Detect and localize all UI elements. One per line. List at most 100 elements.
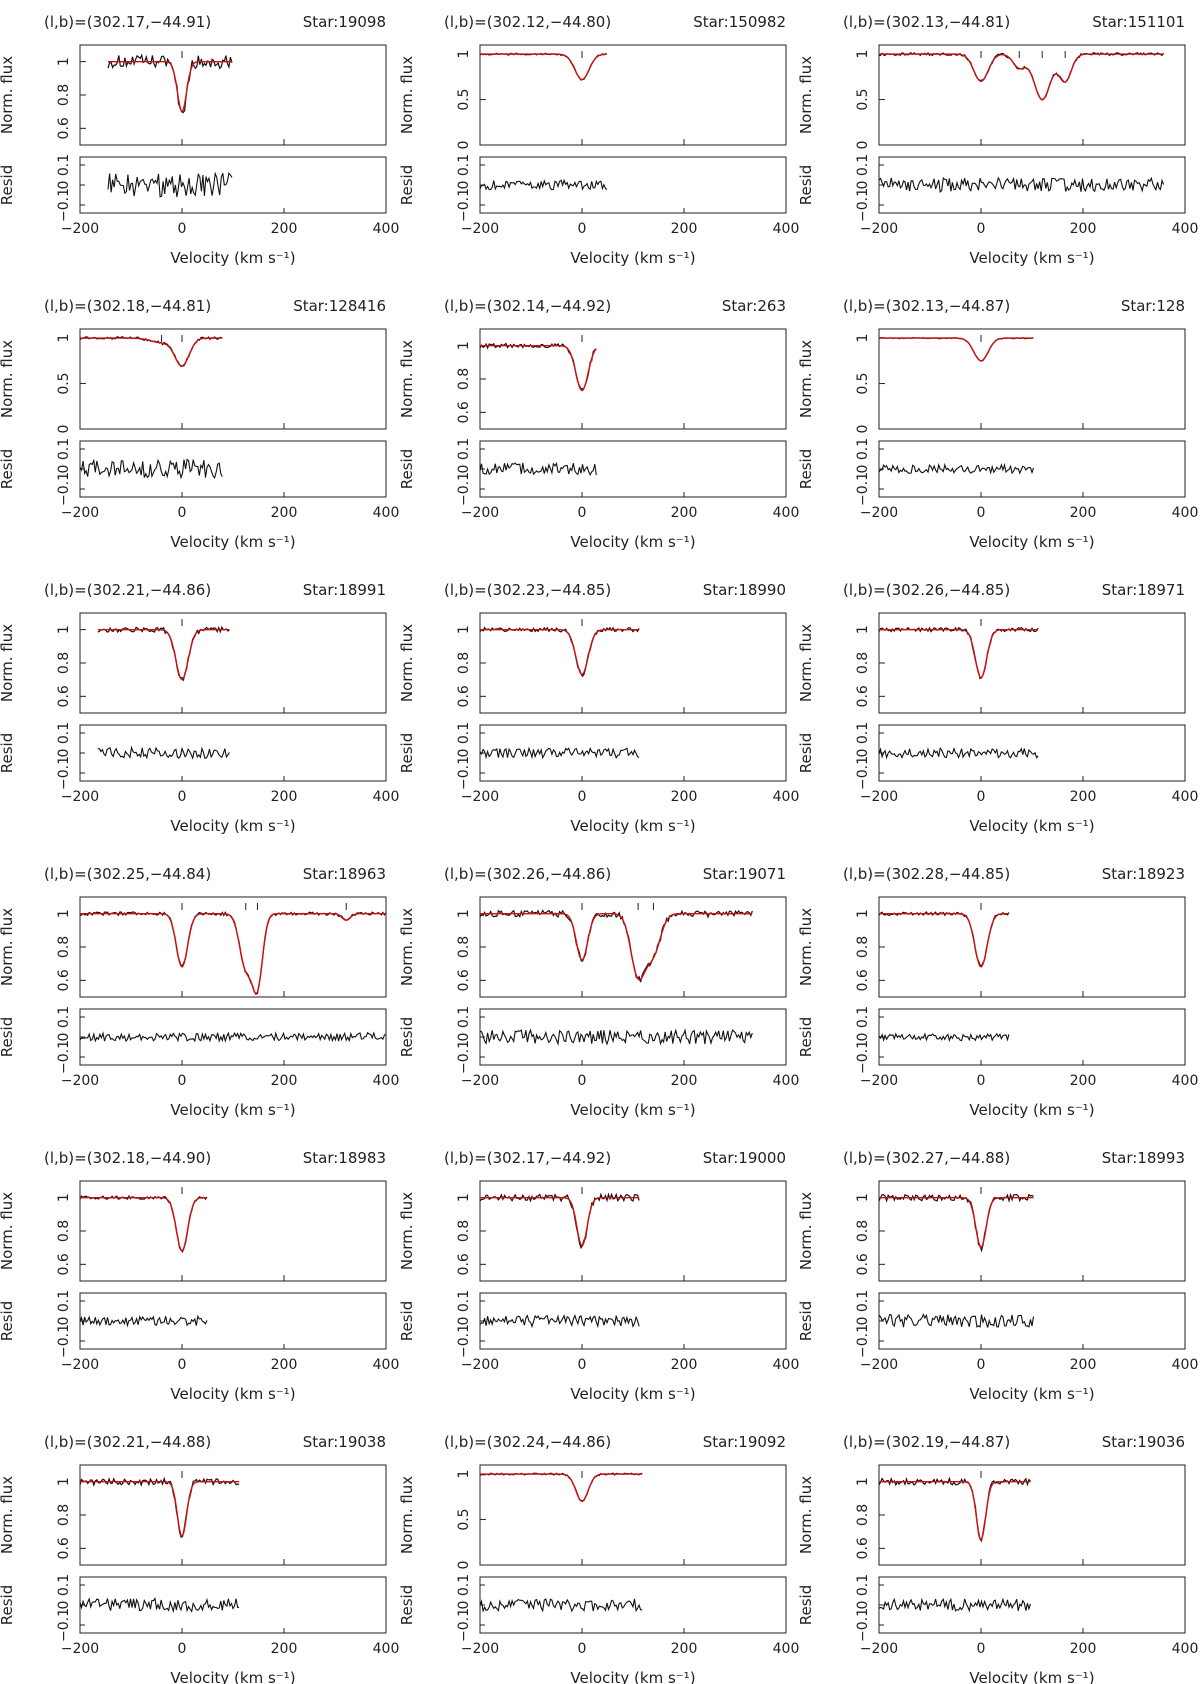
resid-tick-label: −0.1 (855, 1608, 871, 1642)
resid-tick-label: 0 (855, 465, 871, 474)
resid-axes-frame (79, 156, 387, 214)
x-tick-label: 200 (271, 1357, 298, 1373)
resid-tick-label: 0 (456, 749, 472, 758)
x-tick-label: 0 (178, 789, 187, 805)
resid-tick-label: 0.1 (456, 438, 472, 460)
x-tick-label: 0 (977, 789, 986, 805)
flux-tick-label: 0.8 (855, 936, 871, 958)
model-fit (480, 913, 753, 981)
x-axis-label: Velocity (km s⁻¹) (969, 1101, 1094, 1119)
resid-axis-label: Resid (0, 1585, 16, 1625)
flux-tick-label: 0.5 (456, 1508, 472, 1530)
x-tick-label: 0 (178, 1641, 187, 1657)
panel-coordinates: (l,b)=(302.19,−44.87) (843, 1433, 1010, 1451)
residual-curve (479, 1598, 643, 1613)
resid-tick-label: −0.1 (56, 1608, 72, 1642)
flux-tick-label: 0.8 (56, 936, 72, 958)
residual-curve (79, 458, 223, 480)
flux-tick-label: 0.8 (56, 652, 72, 674)
x-tick-label: 400 (1172, 505, 1199, 521)
observed-spectrum (878, 1476, 1031, 1543)
residual-curve (878, 1313, 1035, 1328)
x-tick-label: 400 (1172, 789, 1199, 805)
resid-tick-label: −0.1 (56, 472, 72, 506)
panel-star-id: Star:19000 (703, 1149, 786, 1167)
resid-tick-label: −0.1 (855, 756, 871, 790)
x-tick-label: 0 (178, 505, 187, 521)
x-tick-label: 200 (671, 1641, 698, 1657)
flux-axis-label: Norm. flux (797, 1192, 815, 1270)
resid-tick-label: −0.1 (56, 188, 72, 222)
resid-tick-label: 0.1 (456, 154, 472, 176)
resid-tick-label: −0.1 (855, 472, 871, 506)
x-tick-label: 0 (977, 505, 986, 521)
flux-axes-frame (479, 1180, 787, 1282)
resid-tick-label: −0.1 (456, 188, 472, 222)
x-tick-label: 0 (578, 505, 587, 521)
flux-axis-label: Norm. flux (398, 340, 416, 418)
x-tick-label: 0 (977, 1073, 986, 1089)
flux-tick-label: 1 (56, 1477, 72, 1486)
flux-axes-frame (878, 1464, 1186, 1566)
flux-axis-label: Norm. flux (398, 908, 416, 986)
x-tick-label: 0 (578, 789, 587, 805)
panel-star-id: Star:151101 (1092, 13, 1185, 31)
residual-curve (878, 462, 1035, 475)
panel-coordinates: (l,b)=(302.18,−44.90) (44, 1149, 211, 1167)
flux-tick-label: 0.6 (456, 969, 472, 991)
x-tick-label: 400 (1172, 1641, 1199, 1657)
resid-tick-label: 0.1 (56, 1290, 72, 1312)
observed-spectrum (479, 1472, 643, 1502)
flux-axis-label: Norm. flux (398, 1192, 416, 1270)
resid-tick-label: 0.1 (855, 1574, 871, 1596)
resid-axes-frame (479, 440, 787, 498)
spectrum-panel: (l,b)=(302.23,−44.85) Star:18990 Norm. flu… (398, 581, 799, 835)
resid-tick-label: 0 (855, 1033, 871, 1042)
x-tick-label: 200 (271, 1073, 298, 1089)
spectrum-panel: (l,b)=(302.17,−44.92) Star:19000 Norm. flu… (398, 1149, 799, 1403)
x-tick-label: 200 (1070, 221, 1097, 237)
panel-coordinates: (l,b)=(302.24,−44.86) (444, 1433, 611, 1451)
x-tick-label: 400 (373, 1073, 400, 1089)
residual-curve (878, 1597, 1032, 1613)
resid-axes-frame (79, 1292, 387, 1350)
x-tick-label: 0 (977, 221, 986, 237)
flux-tick-label: 0.6 (855, 969, 871, 991)
flux-tick-label: 0.6 (56, 117, 72, 139)
flux-axis-label: Norm. flux (0, 340, 16, 418)
resid-tick-label: 0 (56, 1033, 72, 1042)
resid-tick-label: −0.1 (56, 1040, 72, 1074)
resid-tick-label: 0 (855, 749, 871, 758)
flux-tick-label: 0.6 (56, 1537, 72, 1559)
x-tick-label: 200 (671, 1357, 698, 1373)
x-tick-label: 0 (578, 1641, 587, 1657)
residual-curve (479, 462, 597, 477)
resid-axis-label: Resid (797, 165, 815, 205)
flux-axis-label: Norm. flux (797, 624, 815, 702)
flux-axis-label: Norm. flux (398, 56, 416, 134)
resid-tick-label: 0 (855, 1601, 871, 1610)
x-tick-label: −200 (860, 1641, 898, 1657)
spectrum-panel: (l,b)=(302.26,−44.85) Star:18971 Norm. flu… (797, 581, 1198, 835)
flux-tick-label: 0.8 (456, 652, 472, 674)
x-tick-label: 200 (271, 505, 298, 521)
flux-tick-label: 1 (56, 625, 72, 634)
spectrum-panel: (l,b)=(302.28,−44.85) Star:18923 Norm. flu… (797, 865, 1198, 1119)
panel-coordinates: (l,b)=(302.26,−44.86) (444, 865, 611, 883)
x-axis-label: Velocity (km s⁻¹) (570, 817, 695, 835)
flux-axes-frame (79, 896, 387, 998)
flux-axes-frame (479, 44, 787, 146)
x-tick-label: −200 (860, 1073, 898, 1089)
model-fit (480, 53, 608, 81)
resid-axis-label: Resid (0, 733, 16, 773)
flux-tick-label: 1 (56, 1193, 72, 1202)
flux-tick-label: 0.6 (855, 1253, 871, 1275)
panel-star-id: Star:18991 (303, 581, 386, 599)
flux-axis-label: Norm. flux (0, 624, 16, 702)
resid-tick-label: 0 (456, 465, 472, 474)
x-axis-label: Velocity (km s⁻¹) (570, 1101, 695, 1119)
flux-tick-label: 1 (456, 50, 472, 59)
x-tick-label: 200 (1070, 505, 1097, 521)
flux-tick-label: 1 (456, 1193, 472, 1202)
residual-curve (79, 1031, 387, 1043)
